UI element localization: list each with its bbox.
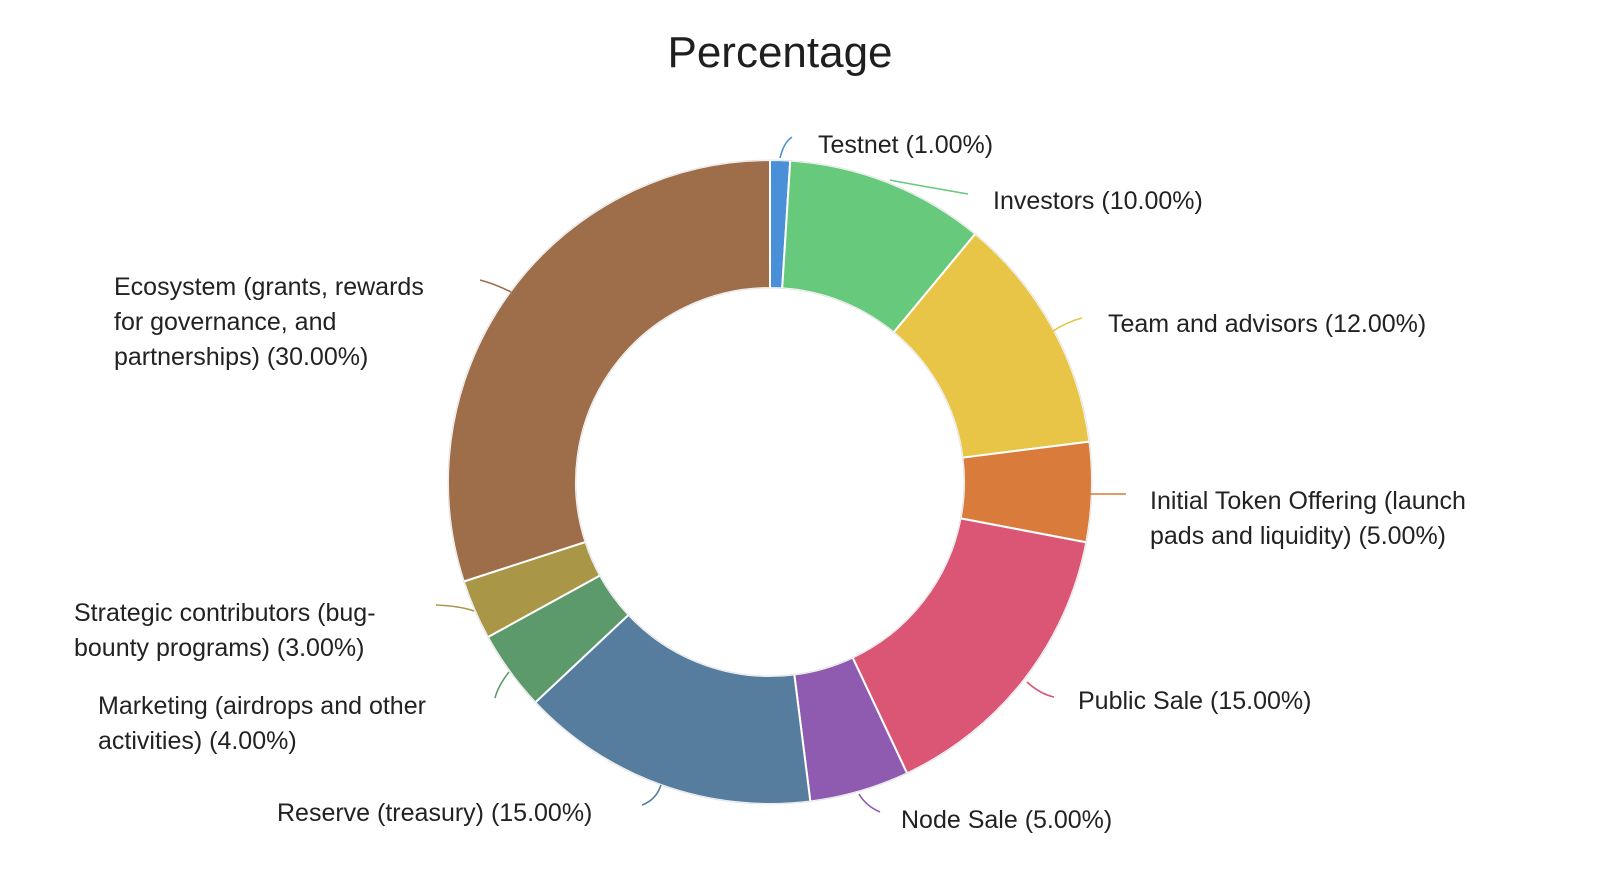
slice-label: Node Sale (5.00%)	[901, 803, 1112, 838]
donut-inner-edge	[575, 287, 965, 677]
slice-label: Strategic contributors (bug-bounty progr…	[74, 596, 376, 666]
leader-line	[479, 279, 512, 293]
slice-label-line: Investors (10.00%)	[993, 187, 1203, 215]
slice-label: Marketing (airdrops and other activities)…	[98, 689, 426, 759]
slice-label-line: Strategic contributors (bug-	[74, 599, 376, 627]
slice-label-line: partnerships) (30.00%)	[114, 343, 369, 371]
slice-label: Ecosystem (grants, rewards for governance…	[114, 270, 424, 375]
slice-label: Initial Token Offering (launch pads and l…	[1150, 484, 1466, 554]
slice-label-line: Marketing (airdrops and other	[98, 692, 426, 720]
leader-line	[779, 136, 793, 159]
leader-line	[494, 671, 510, 699]
slice-label-line: Testnet (1.00%)	[818, 131, 994, 159]
donut-outer-edge	[447, 159, 1093, 805]
slice-label-line: Initial Token Offering (launch	[1150, 487, 1466, 515]
slice-label: Public Sale (15.00%)	[1078, 684, 1311, 719]
slice-label-line: Team and advisors (12.00%)	[1108, 310, 1427, 338]
slice-label-line: Node Sale (5.00%)	[901, 806, 1113, 834]
chart-title: Percentage	[667, 28, 893, 77]
slice-label: Testnet (1.00%)	[818, 128, 993, 163]
slice-ecosystem-grants-rewards-for-governance-and-partnerships[interactable]	[447, 158, 771, 583]
leader-line	[858, 793, 881, 813]
slice-label-line: pads and liquidity) (5.00%)	[1150, 522, 1446, 550]
slice-label-line: Ecosystem (grants, rewards	[114, 273, 424, 301]
leader-line	[1026, 681, 1055, 698]
slice-label-line: Reserve (treasury) (15.00%)	[277, 799, 593, 827]
leader-line	[435, 604, 475, 612]
slice-label-line: for governance, and	[114, 308, 337, 336]
slice-label: Team and advisors (12.00%)	[1108, 307, 1426, 342]
slice-label: Reserve (treasury) (15.00%)	[277, 796, 592, 831]
leader-line	[1049, 317, 1083, 334]
slice-label: Investors (10.00%)	[993, 184, 1203, 219]
slice-label-line: activities) (4.00%)	[98, 727, 297, 755]
slice-label-line: bounty programs) (3.00%)	[74, 634, 365, 662]
slice-label-line: Public Sale (15.00%)	[1078, 687, 1312, 715]
leader-line	[641, 784, 662, 806]
leader-line	[889, 179, 969, 195]
